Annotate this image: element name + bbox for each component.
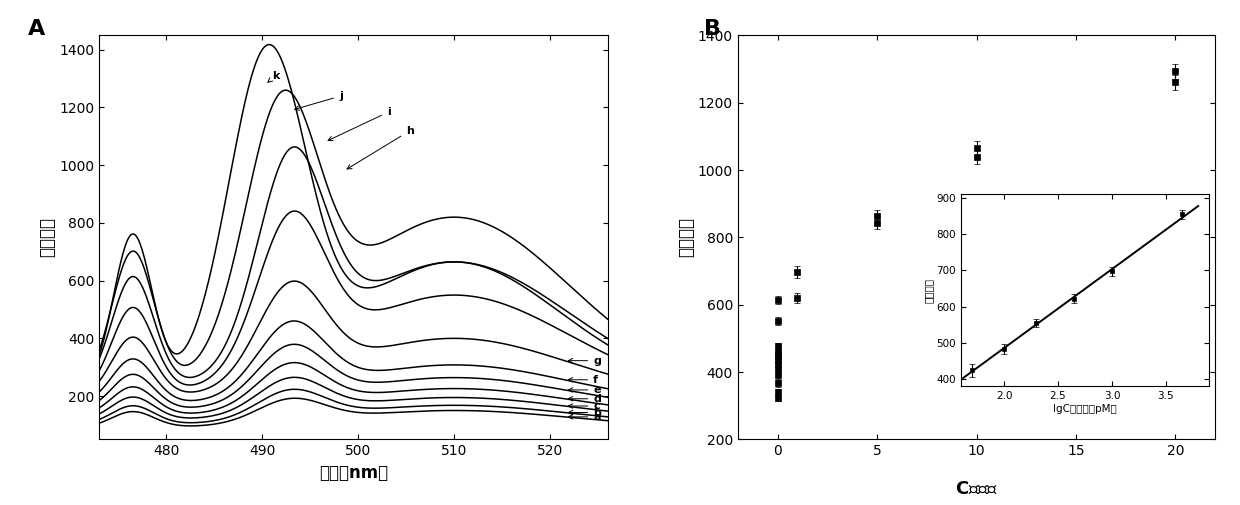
X-axis label: 波长（nm）: 波长（nm） <box>319 464 388 482</box>
Text: B: B <box>704 19 722 39</box>
Text: c: c <box>568 401 600 411</box>
Text: k: k <box>268 71 279 82</box>
Text: e: e <box>568 385 600 395</box>
Text: j: j <box>295 91 343 110</box>
Y-axis label: 荧光强度: 荧光强度 <box>38 217 57 258</box>
Text: d: d <box>568 394 601 404</box>
Text: g: g <box>568 356 601 366</box>
Text: A: A <box>29 19 46 39</box>
Text: a: a <box>568 412 600 422</box>
X-axis label: lgC凝血酶（pM）: lgC凝血酶（pM） <box>1053 404 1117 414</box>
Text: f: f <box>568 375 598 385</box>
Y-axis label: 荧光强度: 荧光强度 <box>677 217 696 258</box>
Y-axis label: 荧光强度: 荧光强度 <box>924 278 934 303</box>
Text: i: i <box>329 107 391 140</box>
Text: h: h <box>347 126 414 169</box>
Text: $\mathbf{C}$凝血酶: $\mathbf{C}$凝血酶 <box>955 480 998 498</box>
Text: b: b <box>568 408 601 418</box>
